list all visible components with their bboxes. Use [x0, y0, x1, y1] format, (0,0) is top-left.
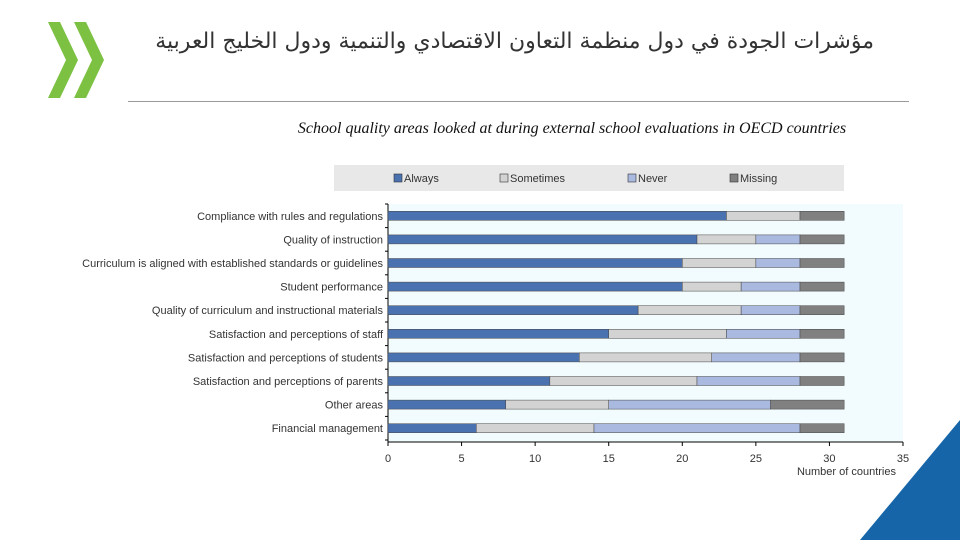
bar-never-satisfaction-and-perceptions-of-students	[711, 352, 801, 363]
legend-box	[334, 165, 844, 191]
bar-missing-quality-of-curriculum-and-instructional-materials	[799, 305, 845, 315]
bar-sometimes-quality-of-instruction	[696, 234, 757, 245]
bar-missing-student-performance	[799, 281, 845, 292]
bar-sometimes-satisfaction-and-perceptions-of-students	[579, 352, 712, 363]
bar-sometimes-satisfaction-and-perceptions-of-parents	[549, 376, 698, 386]
category-label: Quality of curriculum and instructional …	[152, 305, 384, 317]
category-label: Satisfaction and perceptions of staff	[209, 329, 384, 341]
bar-always-satisfaction-and-perceptions-of-staff	[387, 329, 609, 339]
bar-sometimes-compliance-with-rules-and-regulations	[726, 211, 801, 221]
bar-sometimes-satisfaction-and-perceptions-of-staff	[608, 329, 727, 339]
bar-always-compliance-with-rules-and-regulations	[387, 211, 727, 221]
bar-missing-curriculum-is-aligned-with-established-standards-or-guidelines	[799, 258, 845, 268]
category-label: Compliance with rules and regulations	[197, 211, 383, 223]
bar-always-financial-management	[387, 423, 477, 433]
bar-never-quality-of-curriculum-and-instructional-materials	[740, 305, 801, 315]
category-label: Financial management	[272, 423, 383, 435]
legend-swatch-missing	[729, 173, 739, 183]
legend-swatch-always	[393, 173, 403, 183]
x-tick-label-15: 15	[603, 453, 615, 465]
legend-label-sometimes: Sometimes	[510, 173, 566, 185]
x-tick-label-25: 25	[750, 453, 762, 465]
logo-chevron-right	[74, 22, 104, 98]
legend-swatch-sometimes	[499, 173, 509, 183]
bar-always-satisfaction-and-perceptions-of-parents	[387, 376, 551, 386]
bar-never-satisfaction-and-perceptions-of-staff	[726, 329, 801, 339]
bar-missing-satisfaction-and-perceptions-of-staff	[799, 329, 845, 339]
category-label: Curriculum is aligned with established s…	[82, 258, 383, 270]
legend-swatch-never	[627, 173, 637, 183]
bar-never-student-performance	[740, 281, 801, 292]
category-label: Quality of instruction	[283, 234, 383, 246]
bar-never-quality-of-instruction	[755, 234, 801, 245]
bar-sometimes-financial-management	[476, 423, 595, 433]
logo-chevron-left	[48, 22, 78, 98]
x-tick-label-30: 30	[823, 453, 835, 465]
bar-always-satisfaction-and-perceptions-of-students	[387, 352, 580, 363]
legend-label-missing: Missing	[740, 173, 777, 185]
bar-always-curriculum-is-aligned-with-established-standards-or-guidelines	[387, 258, 683, 268]
bar-always-student-performance	[387, 281, 683, 292]
x-axis-label: Number of countries	[797, 466, 897, 478]
bar-sometimes-student-performance	[682, 281, 742, 292]
bar-missing-satisfaction-and-perceptions-of-parents	[799, 376, 845, 386]
chart-title: School quality areas looked at during ex…	[297, 120, 847, 137]
x-tick-label-35: 35	[897, 453, 909, 465]
category-label: Satisfaction and perceptions of students	[188, 352, 384, 364]
slide-title: مؤشرات الجودة في دول منظمة التعاون الاقت…	[155, 29, 874, 54]
x-tick-label-20: 20	[676, 453, 688, 465]
x-tick-label-0: 0	[385, 453, 391, 465]
oecd-chevron-logo	[48, 22, 104, 98]
category-label: Other areas	[325, 400, 384, 412]
bar-always-quality-of-curriculum-and-instructional-materials	[387, 305, 639, 315]
category-label: Student performance	[280, 282, 383, 294]
bar-sometimes-curriculum-is-aligned-with-established-standards-or-guidelines	[682, 258, 757, 268]
bar-never-other-areas	[608, 399, 771, 410]
x-tick-label-5: 5	[459, 453, 465, 465]
bar-missing-compliance-with-rules-and-regulations	[799, 211, 845, 221]
bar-always-quality-of-instruction	[387, 234, 698, 245]
title-divider	[128, 101, 909, 102]
bar-missing-other-areas	[770, 399, 845, 410]
category-label: Satisfaction and perceptions of parents	[193, 376, 384, 388]
bar-missing-financial-management	[799, 423, 845, 433]
bar-never-curriculum-is-aligned-with-established-standards-or-guidelines	[755, 258, 801, 268]
legend-label-never: Never	[638, 173, 668, 185]
bar-always-other-areas	[387, 399, 506, 410]
bar-sometimes-other-areas	[505, 399, 609, 410]
bar-sometimes-quality-of-curriculum-and-instructional-materials	[637, 305, 742, 315]
bar-missing-quality-of-instruction	[799, 234, 845, 245]
bar-missing-satisfaction-and-perceptions-of-students	[799, 352, 845, 363]
legend-label-always: Always	[404, 173, 439, 185]
bar-never-satisfaction-and-perceptions-of-parents	[696, 376, 801, 386]
x-tick-label-10: 10	[529, 453, 541, 465]
bar-never-financial-management	[593, 423, 801, 433]
corner-decoration	[860, 420, 960, 540]
